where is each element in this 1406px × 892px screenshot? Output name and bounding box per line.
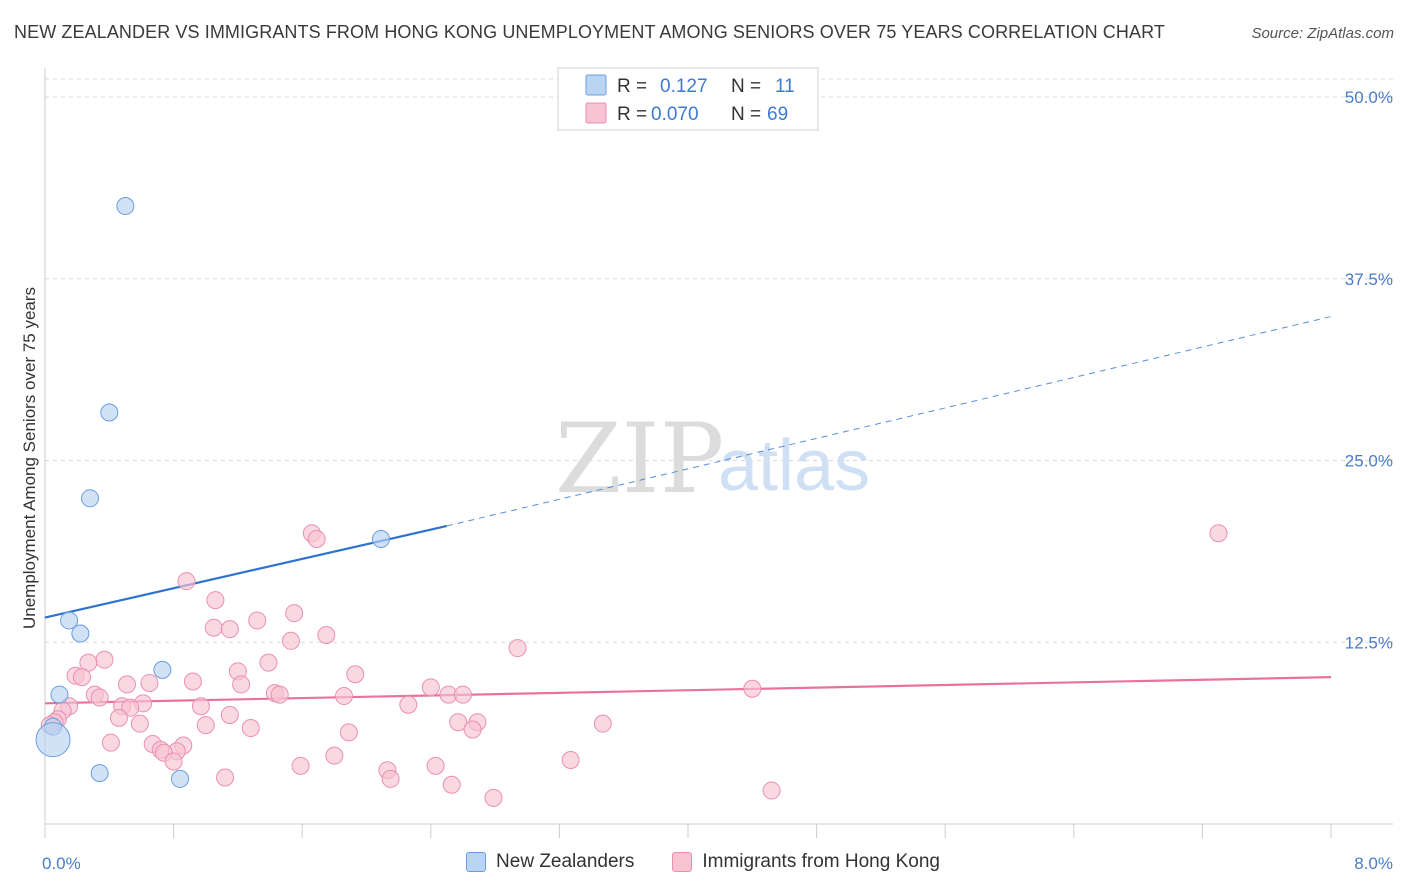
- y-tick-label: 37.5%: [1345, 270, 1393, 289]
- legend-n-value: 69: [767, 104, 788, 125]
- data-point-blue: [60, 611, 79, 630]
- x-max-label: 8.0%: [1354, 854, 1393, 873]
- data-point-pink: [109, 708, 128, 727]
- data-point-blue: [171, 769, 190, 788]
- data-point-blue: [100, 403, 119, 422]
- data-point-pink: [121, 698, 140, 717]
- data-point-pink: [291, 756, 310, 775]
- data-point-pink: [259, 653, 278, 672]
- data-point-blue: [81, 489, 100, 508]
- data-point-pink: [183, 672, 202, 691]
- bottom-legend: New Zealanders Immigrants from Hong Kong: [0, 851, 1406, 873]
- data-point-pink: [453, 685, 472, 704]
- x-min-label: 0.0%: [42, 854, 81, 873]
- data-point-pink: [191, 697, 210, 716]
- legend-swatch-blue: [585, 74, 607, 96]
- data-point-pink: [743, 679, 762, 698]
- y-tick-label: 25.0%: [1345, 452, 1393, 471]
- data-point-pink: [381, 769, 400, 788]
- watermark: ZIP atlas: [555, 403, 870, 515]
- data-point-pink: [484, 788, 503, 807]
- data-point-pink: [72, 668, 91, 687]
- data-point-pink: [317, 625, 336, 644]
- data-point-pink: [206, 591, 225, 610]
- data-point-pink: [196, 716, 215, 735]
- data-point-pink: [307, 530, 326, 549]
- data-point-blue: [153, 660, 172, 679]
- data-point-pink: [442, 775, 461, 794]
- bottom-legend-item-new-zealanders: New Zealanders: [466, 851, 634, 873]
- data-point-pink: [1209, 524, 1228, 543]
- data-point-pink: [421, 678, 440, 697]
- chart-title: NEW ZEALANDER VS IMMIGRANTS FROM HONG KO…: [14, 22, 1165, 42]
- data-point-pink: [248, 611, 267, 630]
- data-point-pink: [241, 719, 260, 738]
- legend-n-label: N =: [731, 104, 761, 125]
- y-axis-title: Unemployment Among Seniors over 75 years: [20, 287, 39, 629]
- data-point-blue: [71, 624, 90, 643]
- watermark-atlas: atlas: [718, 426, 870, 506]
- data-point-pink: [346, 665, 365, 684]
- data-point-pink: [140, 673, 159, 692]
- trend-line-pink: [44, 676, 1332, 705]
- data-point-pink: [508, 639, 527, 658]
- y-tick-labels: 50.0% 37.5% 25.0% 12.5%: [1345, 88, 1393, 652]
- data-point-blue: [50, 685, 69, 704]
- data-point-blue: [116, 197, 135, 216]
- data-point-pink: [130, 714, 149, 733]
- data-point-pink: [449, 713, 468, 732]
- axes: [44, 68, 1393, 838]
- data-point-pink: [281, 631, 300, 650]
- data-point-pink: [204, 618, 223, 637]
- legend-swatch-blue: [466, 852, 487, 872]
- data-point-blue: [371, 530, 390, 549]
- watermark-zip: ZIP: [555, 403, 724, 515]
- data-point-pink: [220, 620, 239, 639]
- data-point-pink: [220, 705, 239, 724]
- data-point-pink: [463, 720, 482, 739]
- source-label: Source: ZipAtlas.com: [1251, 25, 1394, 42]
- data-point-pink: [232, 675, 251, 694]
- bottom-legend-label: Immigrants from Hong Kong: [702, 851, 940, 872]
- data-point-pink: [90, 688, 109, 707]
- data-point-pink: [177, 572, 196, 591]
- data-point-pink: [216, 768, 235, 787]
- data-point-pink: [561, 751, 580, 770]
- legend-n-value: 11: [775, 76, 795, 97]
- data-point-blue: [90, 764, 109, 783]
- grid-lines: [45, 78, 1393, 643]
- legend-box: R = 0.127 N = 11 R = 0.070 N = 69: [557, 67, 819, 131]
- legend-swatch-pink: [585, 102, 607, 124]
- legend-n-label: N =: [731, 76, 761, 97]
- data-point-pink: [117, 675, 136, 694]
- data-point-pink: [593, 714, 612, 733]
- data-point-pink: [95, 650, 114, 669]
- bottom-legend-label: New Zealanders: [496, 851, 635, 872]
- data-point-pink: [426, 756, 445, 775]
- y-tick-label: 50.0%: [1345, 88, 1393, 107]
- data-point-pink: [339, 723, 358, 742]
- legend-r-value: 0.127: [660, 76, 708, 97]
- data-point-pink: [270, 685, 289, 704]
- legend-r-label: R =: [617, 104, 647, 125]
- data-point-pink: [164, 752, 183, 771]
- data-point-pink: [399, 695, 418, 714]
- trend-line-extension-blue: [446, 316, 1332, 527]
- data-point-pink: [101, 733, 120, 752]
- data-point-pink: [285, 604, 304, 623]
- data-point-blue: [35, 722, 71, 758]
- bottom-legend-item-hong-kong: Immigrants from Hong Kong: [672, 851, 940, 873]
- y-tick-label: 12.5%: [1345, 633, 1393, 652]
- legend-r-value: 0.070: [651, 104, 699, 125]
- legend-r-label: R =: [617, 76, 647, 97]
- data-points: [35, 197, 1228, 807]
- data-point-pink: [325, 746, 344, 765]
- data-point-pink: [334, 687, 353, 706]
- data-point-pink: [762, 781, 781, 800]
- legend-swatch-pink: [672, 852, 693, 872]
